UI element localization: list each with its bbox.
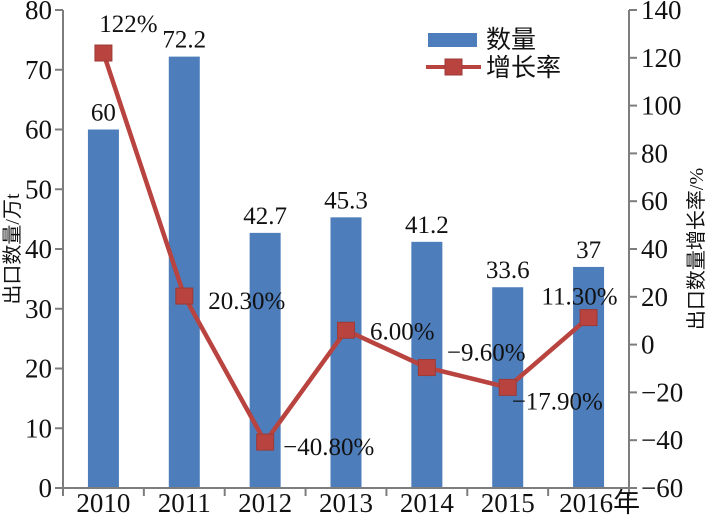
growth-marker-2015 [498,378,517,396]
right-tick-label: 80 [641,138,668,168]
bar-2011 [168,56,200,488]
bar-2016年 [573,266,605,488]
growth-label-2015: −17.90% [512,388,603,415]
left-tick-label: 30 [25,294,52,324]
right-tick-label: −20 [641,377,683,407]
growth-label-2014: −9.60% [447,340,526,367]
legend-bar-swatch [428,33,477,47]
growth-label-2010: 122% [99,11,157,38]
legend-bar-label: 数量 [486,26,536,54]
left-tick-label: 70 [25,55,52,85]
left-tick-label: 0 [39,473,53,503]
x-label-5: 2014 [400,488,455,518]
right-tick-label: −40 [641,425,683,455]
legend-line-marker [444,58,463,76]
right-axis-title: 出口数量增长率/% [685,168,708,330]
right-tick-label: 0 [641,330,655,360]
growth-marker-2013 [337,321,355,339]
right-tick-label: 60 [641,186,668,216]
left-tick-label: 50 [25,174,52,204]
right-tick-label: 120 [641,43,682,73]
right-tick-label: 100 [641,91,682,121]
x-label-6: 2015 [481,488,535,518]
bar-label-2014: 41.2 [405,212,449,239]
growth-marker-2012 [256,433,275,451]
right-tick-label: 140 [641,0,682,25]
left-tick-label: 40 [25,234,52,264]
bar-label-2015: 33.6 [486,257,530,284]
legend-line-label: 增长率 [486,54,561,82]
growth-label-2011: 20.30% [208,288,285,315]
left-tick-label: 10 [25,413,52,443]
bar-2013 [330,217,362,488]
x-label-3: 2012 [238,488,292,518]
right-tick-label: 40 [641,234,668,264]
bar-2010 [87,129,119,488]
x-label-4: 2013 [319,488,373,518]
right-tick-label: −60 [641,473,683,503]
growth-marker-2014 [417,359,436,377]
bar-label-2013: 45.3 [324,187,368,214]
growth-label-2012: −40.80% [283,434,374,461]
bar-label-2010: 60 [91,100,116,127]
right-tick-label: 20 [641,282,668,312]
growth-label-2013: 6.00% [370,318,435,345]
growth-marker-2016年 [579,309,598,327]
left-tick-label: 20 [25,354,52,384]
growth-label-2016年: 11.30% [541,284,617,311]
growth-marker-2010 [94,44,113,62]
bar-label-2012: 42.7 [243,203,287,230]
x-label-1: 2010 [76,488,130,518]
left-axis-title: 出口数量/万t [1,193,24,305]
left-tick-label: 80 [25,0,52,25]
x-label-2: 2011 [158,488,211,518]
bar-label-2011: 72.2 [162,27,206,54]
growth-marker-2011 [175,287,194,305]
x-label-7: 2016年 [559,488,640,518]
bar-label-2016年: 37 [576,237,601,264]
left-tick-label: 60 [25,115,52,145]
